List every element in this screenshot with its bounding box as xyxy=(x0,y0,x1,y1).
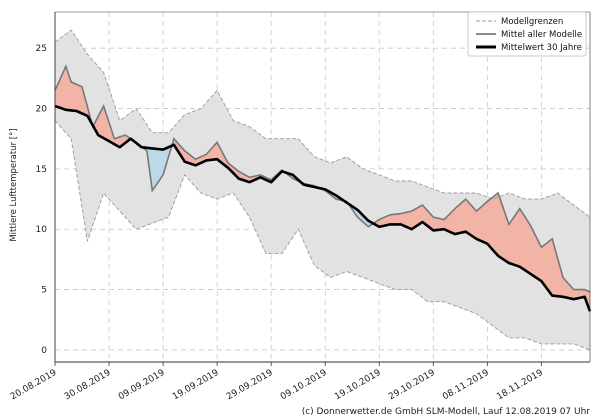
warm-anomaly-segment xyxy=(433,216,439,231)
y-tick-label: 10 xyxy=(36,225,48,235)
y-tick-label: 15 xyxy=(36,165,47,175)
y-axis-title: Mittlere Lufttemperatur [°] xyxy=(9,128,19,241)
x-tick-label: 09.10.2019 xyxy=(279,368,329,403)
x-tick-label: 20.08.2019 xyxy=(9,368,59,403)
warm-anomaly-segment xyxy=(395,213,402,225)
x-tick-label: 18.11.2019 xyxy=(495,368,545,403)
model-min-line xyxy=(54,120,591,351)
warm-anomaly-segment xyxy=(487,196,493,251)
x-tick-label: 08.11.2019 xyxy=(441,368,491,403)
legend-label-model-mean: Mittel aller Modelle xyxy=(501,30,582,40)
y-tick-label: 0 xyxy=(41,346,47,356)
climatology-line xyxy=(54,104,592,312)
warm-anomaly-segment xyxy=(476,205,483,242)
warm-anomaly-segment xyxy=(514,208,520,267)
legend-label-modellgrenzen: Modellgrenzen xyxy=(501,17,563,27)
warm-anomaly-segment xyxy=(546,238,553,297)
legend-frame xyxy=(467,11,587,57)
model-max-line xyxy=(54,29,591,218)
legend: Modellgrenzen Mittel aller Modelle Mitte… xyxy=(467,11,587,57)
x-tick-label: 30.08.2019 xyxy=(63,368,113,403)
y-tick-label: 5 xyxy=(41,286,47,296)
warm-anomaly-segment xyxy=(519,208,526,271)
legend-label-climatology: Mittelwert 30 Jahre xyxy=(501,43,582,53)
warm-anomaly-segment xyxy=(76,84,83,114)
credit-line: (c) Donnerwetter.de GmbH SLM-Modell, Lau… xyxy=(302,407,591,417)
y-tick-label: 25 xyxy=(36,44,47,54)
warm-anomaly-segment xyxy=(481,201,488,245)
warm-anomaly-segment xyxy=(492,192,499,257)
warm-anomaly-segment xyxy=(389,213,396,225)
x-tick-label: 19.09.2019 xyxy=(171,368,221,403)
series-layer xyxy=(54,29,592,351)
x-tick-label: 29.10.2019 xyxy=(387,368,437,403)
x-tick-label: 29.09.2019 xyxy=(225,368,275,403)
y-tick-label: 20 xyxy=(36,105,48,115)
x-tick-label: 09.09.2019 xyxy=(117,368,167,403)
warm-anomaly-segment xyxy=(71,81,77,112)
x-tick-label: 19.10.2019 xyxy=(333,368,383,403)
